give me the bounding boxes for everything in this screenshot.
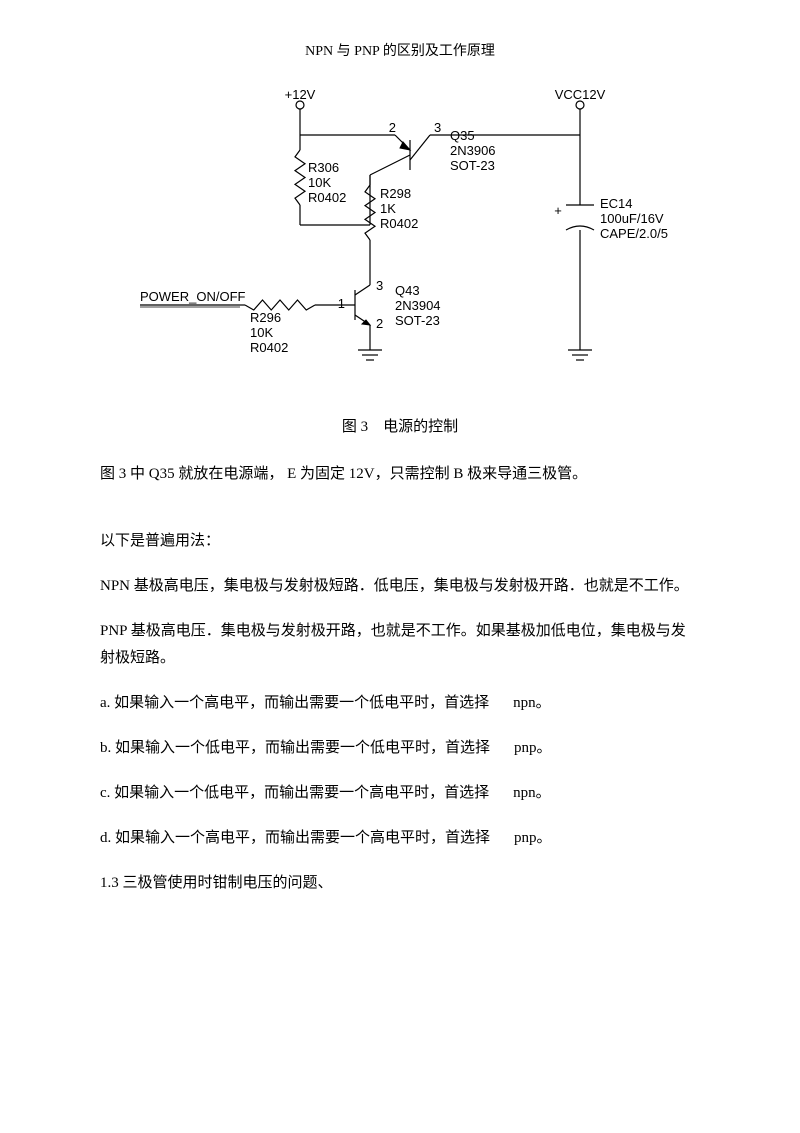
page-title: NPN 与 PNP 的区别及工作原理	[100, 40, 700, 60]
svg-text:SOT-23: SOT-23	[395, 313, 440, 328]
svg-text:POWER_ON/OFF: POWER_ON/OFF	[140, 289, 246, 304]
svg-text:3: 3	[376, 278, 383, 293]
svg-text:R296: R296	[250, 310, 281, 325]
svg-text:R0402: R0402	[250, 340, 288, 355]
svg-text:R306: R306	[308, 160, 339, 175]
paragraph-5: a. 如果输入一个高电平，而输出需要一个低电平时，首选择npn。	[100, 690, 700, 717]
svg-text:2N3906: 2N3906	[450, 143, 496, 158]
paragraph-9: 1.3 三极管使用时钳制电压的问题、	[100, 870, 700, 897]
paragraph-7: c. 如果输入一个低电平，而输出需要一个高电平时，首选择npn。	[100, 780, 700, 807]
caption-prefix: 图 3	[342, 419, 368, 435]
svg-text:R0402: R0402	[380, 216, 418, 231]
svg-text:VCC12V: VCC12V	[555, 90, 606, 102]
svg-text:3: 3	[434, 120, 441, 135]
paragraph-1: 图 3 中 Q35 就放在电源端， E 为固定 12V，只需控制 B 极来导通三…	[100, 461, 700, 488]
paragraph-4: PNP 基极高电压．集电极与发射极开路，也就是不工作。如果基极加低电位，集电极与…	[100, 618, 700, 672]
svg-text:+12V: +12V	[285, 90, 316, 102]
svg-text:EC14: EC14	[600, 196, 633, 211]
svg-text:+: +	[554, 203, 562, 218]
svg-text:1K: 1K	[380, 201, 396, 216]
paragraph-8: d. 如果输入一个高电平，而输出需要一个高电平时，首选择pnp。	[100, 825, 700, 852]
svg-text:100uF/16V: 100uF/16V	[600, 211, 664, 226]
paragraph-6: b. 如果输入一个低电平，而输出需要一个低电平时，首选择pnp。	[100, 735, 700, 762]
paragraph-3: NPN 基极高电压，集电极与发射极短路．低电压，集电极与发射极开路．也就是不工作…	[100, 573, 700, 600]
paragraph-2: 以下是普遍用法：	[100, 528, 700, 555]
caption-text: 电源的控制	[383, 419, 458, 435]
svg-text:R298: R298	[380, 186, 411, 201]
svg-text:10K: 10K	[250, 325, 273, 340]
svg-text:Q35: Q35	[450, 128, 475, 143]
svg-text:Q43: Q43	[395, 283, 420, 298]
svg-text:R0402: R0402	[308, 190, 346, 205]
svg-text:2N3904: 2N3904	[395, 298, 441, 313]
svg-text:10K: 10K	[308, 175, 331, 190]
figure-caption: 图 3 电源的控制	[100, 415, 700, 436]
svg-text:SOT-23: SOT-23	[450, 158, 495, 173]
svg-text:CAPE/2.0/5: CAPE/2.0/5	[600, 226, 668, 241]
svg-text:2: 2	[389, 120, 396, 135]
circuit-diagram: +12VVCC12V23Q352N3906SOT-23R30610KR0402R…	[120, 90, 700, 395]
svg-text:2: 2	[376, 316, 383, 331]
svg-text:1: 1	[338, 296, 345, 311]
